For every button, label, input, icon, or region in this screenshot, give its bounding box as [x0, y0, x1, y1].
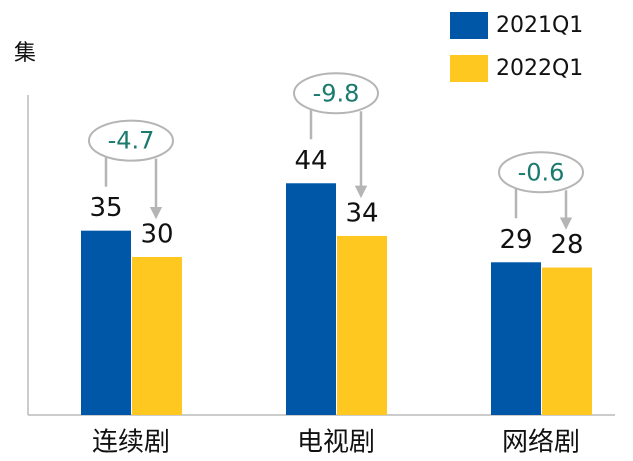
bar [132, 257, 182, 415]
bar [81, 230, 131, 415]
annotation-bubble [88, 119, 174, 162]
bar [337, 235, 387, 415]
legend-label: 2021Q1 [496, 13, 583, 38]
annotation: -0.6 [518, 158, 565, 186]
value-label: 30 [140, 220, 173, 250]
annotation-bubble [498, 151, 584, 194]
annotation: -9.8 [313, 79, 360, 107]
value-label: 44 [294, 146, 327, 176]
value-label: 29 [499, 225, 532, 255]
annotation: -4.7 [108, 127, 155, 155]
annotation-bubble [293, 72, 379, 115]
x-tick-label: 连续剧 [92, 428, 170, 458]
value-label: 35 [89, 193, 122, 223]
bar [286, 183, 336, 415]
bar [542, 267, 592, 415]
legend-label: 2022Q1 [496, 56, 583, 81]
bar [491, 262, 541, 415]
x-tick-label: 网络剧 [502, 428, 580, 458]
value-label: 28 [550, 230, 583, 260]
legend-swatch [450, 55, 488, 82]
x-tick-label: 电视剧 [297, 428, 375, 458]
y-axis-label: 集 [14, 41, 36, 66]
value-label: 34 [345, 198, 378, 228]
legend-swatch [450, 12, 488, 39]
